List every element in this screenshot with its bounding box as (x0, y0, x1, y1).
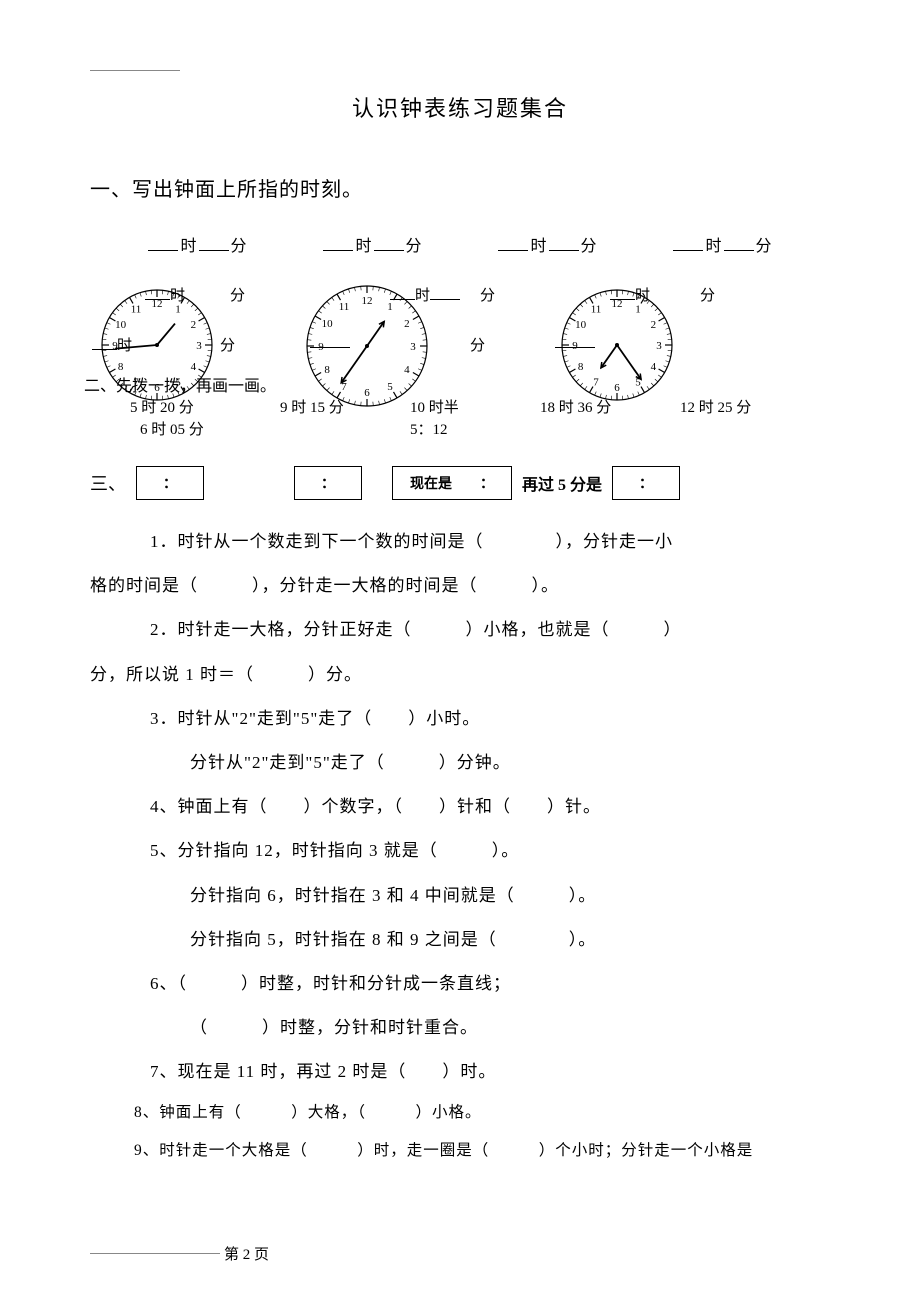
svg-text:10: 10 (115, 319, 127, 331)
svg-text:6: 6 (614, 382, 620, 394)
svg-text:2: 2 (404, 318, 410, 330)
time-label: 10 时半 (410, 396, 459, 417)
svg-text:1: 1 (175, 304, 181, 316)
blank-row-1: 时分 时分 时分 时分 (90, 232, 830, 256)
question-text: 7、现在是 11 时，再过 2 时是（ ）时。 (90, 1050, 830, 1094)
section1-heading: 一、写出钟面上所指的时刻。 (90, 173, 830, 202)
svg-text:8: 8 (324, 364, 330, 376)
overlay-text: 分 (480, 284, 495, 305)
overlay-text: 分 (700, 284, 715, 305)
time-extra: 6 时 05 分 (140, 418, 204, 439)
page-title: 认识钟表练习题集合 (90, 91, 830, 123)
svg-text:10: 10 (575, 319, 587, 331)
question-text: 分针指向 5，时针指在 8 和 9 之间是（ ）。 (90, 918, 830, 962)
question-text: 分，所以说 1 时＝（ ）分。 (90, 653, 830, 697)
svg-text:3: 3 (196, 340, 202, 352)
blank-item: 时分 (673, 232, 771, 256)
overlay-text: 分 (230, 284, 245, 305)
answer-box[interactable]: ： (136, 466, 204, 500)
answer-box[interactable]: 现在是 ： (392, 466, 512, 500)
svg-text:3: 3 (656, 340, 662, 352)
overlay-text: 时 (610, 284, 650, 305)
overlay-text (555, 334, 595, 353)
svg-text:7: 7 (593, 376, 599, 388)
section2-heading: 二、先拨一拨，再画一画。 (84, 372, 276, 396)
overlay-text: 时 (92, 334, 132, 355)
section3-label: 三、 (90, 470, 126, 496)
question-text: 5、分针指向 12，时针指向 3 就是（ ）。 (90, 829, 830, 873)
question-text: 2．时针走一大格，分针正好走（ ）小格，也就是（ ） (90, 608, 830, 652)
svg-text:11: 11 (131, 304, 142, 316)
question-text: 分针从"2"走到"5"走了（ ）分钟。 (90, 741, 830, 785)
question-text: 8、钟面上有（ ）大格，（ ）小格。 (90, 1094, 830, 1131)
question-text: （ ）时整，分针和时针重合。 (90, 1006, 830, 1050)
question-text: 分针指向 6，时针指在 3 和 4 中间就是（ ）。 (90, 874, 830, 918)
clocks-area: 121234567891011 121234567891011 12123456… (90, 276, 830, 456)
svg-text:2: 2 (191, 319, 197, 331)
svg-text:3: 3 (410, 341, 416, 353)
boxes-row: 三、 ： ： 现在是 ： 再过 5 分是 ： (90, 466, 830, 500)
time-label: 9 时 15 分 (280, 396, 344, 417)
question-text: 格的时间是（ ），分针走一大格的时间是（ ）。 (90, 564, 830, 608)
svg-text:6: 6 (364, 387, 370, 399)
overlay-text (310, 334, 350, 353)
time-label: 12 时 25 分 (680, 396, 751, 417)
page-number: 第 2 页 (224, 1243, 269, 1264)
svg-text:4: 4 (651, 361, 657, 373)
svg-text:8: 8 (578, 361, 584, 373)
question-text: 6、（ ）时整，时针和分针成一条直线； (90, 962, 830, 1006)
overlay-text: 分 (470, 334, 485, 355)
overlay-text: 时 (145, 284, 185, 305)
page-footer: 第 2 页 (90, 1243, 269, 1264)
question-text: 3．时针从"2"走到"5"走了（ ）小时。 (90, 697, 830, 741)
header-rule (90, 70, 180, 71)
svg-text:4: 4 (404, 364, 410, 376)
answer-box[interactable]: ： (612, 466, 680, 500)
question-text: 1．时针从一个数走到下一个数的时间是（ ），分针走一小 (90, 520, 830, 564)
time-extra: 5：12 (410, 418, 448, 439)
blank-item: 时分 (148, 232, 246, 256)
question-text: 4、钟面上有（ ）个数字，（ ）针和（ ）针。 (90, 785, 830, 829)
blank-item: 时分 (498, 232, 596, 256)
svg-text:1: 1 (635, 304, 641, 316)
svg-text:10: 10 (322, 318, 334, 330)
svg-text:2: 2 (651, 319, 657, 331)
overlay-text: 时 (390, 284, 460, 305)
footer-rule (90, 1253, 220, 1254)
blank-item: 时分 (323, 232, 421, 256)
svg-text:11: 11 (591, 304, 602, 316)
answer-box[interactable]: ： (294, 466, 362, 500)
time-label: 18 时 36 分 (540, 396, 611, 417)
svg-text:12: 12 (362, 295, 373, 307)
overlay-text: 分 (220, 334, 235, 355)
after-5-label: 再过 5 分是 (522, 471, 602, 495)
time-label: 5 时 20 分 (130, 396, 194, 417)
svg-text:5: 5 (387, 381, 393, 393)
questions-block: 1．时针从一个数走到下一个数的时间是（ ），分针走一小 格的时间是（ ），分针走… (90, 520, 830, 1169)
svg-text:11: 11 (339, 301, 350, 313)
question-text: 9、时针走一个大格是（ ）时，走一圈是（ ）个小时；分针走一个小格是 (90, 1132, 830, 1169)
